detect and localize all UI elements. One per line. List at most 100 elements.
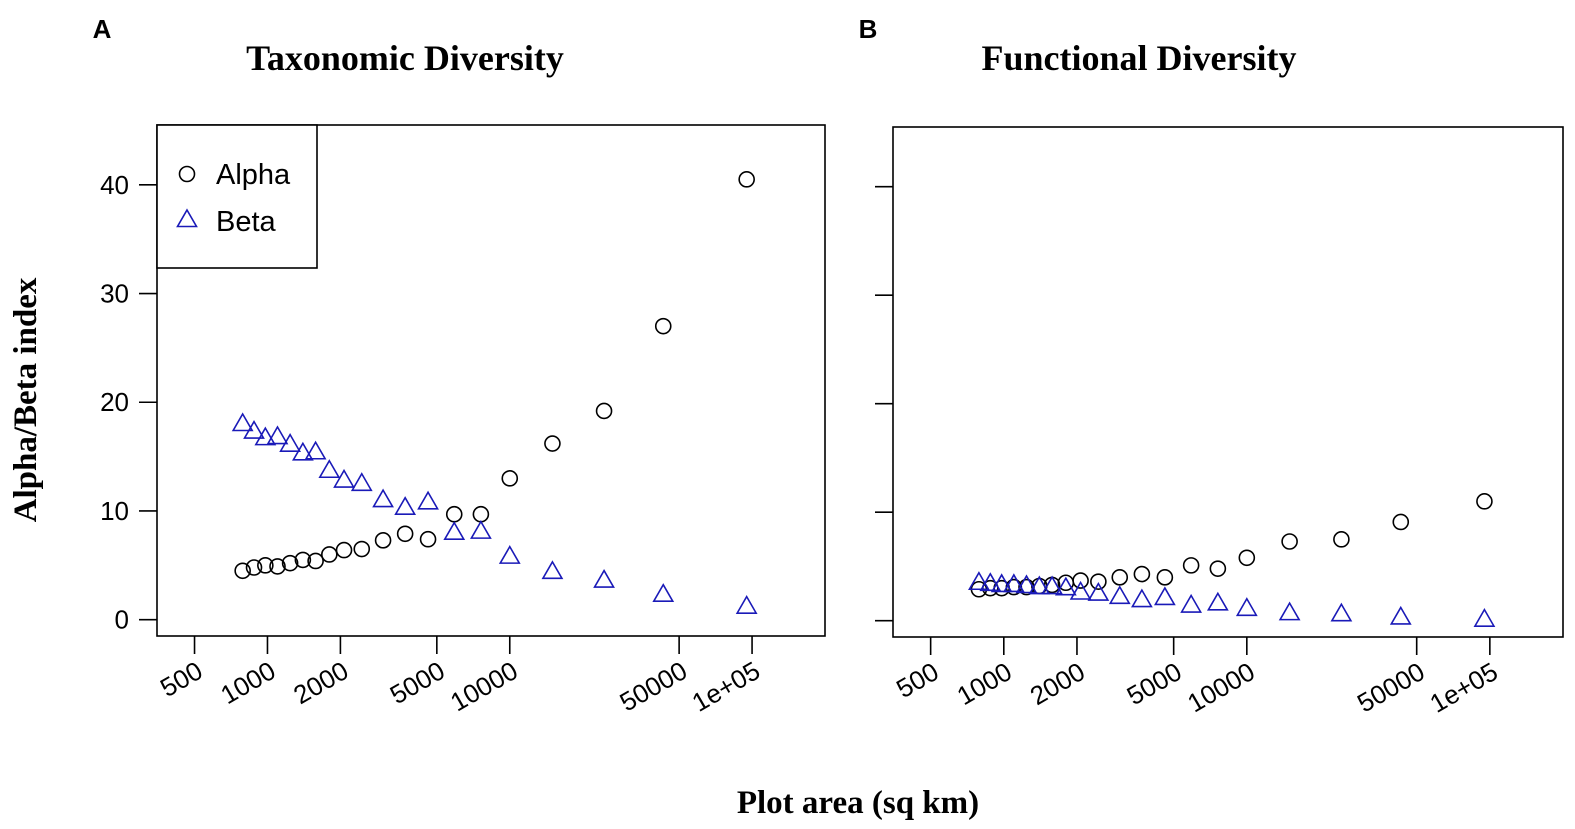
beta-point <box>291 441 314 461</box>
panel-a-plot-frame <box>156 124 826 637</box>
beta-point <box>318 459 341 479</box>
x-tick-label: 10000 <box>1182 656 1260 718</box>
y-tick-label: 20 <box>100 387 129 417</box>
alpha-point <box>501 470 519 487</box>
alpha-point <box>294 551 312 569</box>
x-tick-label: 2000 <box>288 655 353 710</box>
panel-a-legend: Alpha Beta <box>156 124 318 269</box>
beta-point <box>350 472 373 492</box>
beta-point <box>231 412 254 432</box>
panel-a-data-points <box>231 171 758 614</box>
beta-point <box>279 433 301 452</box>
x-tick-label: 2000 <box>1025 656 1090 711</box>
x-axis-title: Plot area (sq km) <box>737 785 979 821</box>
panel-a-letter: A <box>93 14 112 44</box>
beta-point <box>593 568 615 588</box>
beta-point <box>1108 585 1131 605</box>
beta-point <box>470 520 492 539</box>
x-tick-label: 500 <box>155 655 208 703</box>
alpha-point <box>1238 549 1256 567</box>
alpha-point <box>1133 565 1151 583</box>
legend-box <box>156 124 318 269</box>
panel-a-y-axis: 0 10 20 30 40 <box>100 170 157 635</box>
alpha-point <box>738 171 755 188</box>
beta-point <box>990 573 1013 593</box>
alpha-point <box>1072 572 1089 589</box>
beta-point <box>652 583 675 602</box>
beta-point <box>1278 601 1301 621</box>
alpha-point <box>1090 573 1107 590</box>
beta-point <box>1002 573 1025 593</box>
panel-b-y-axis <box>875 185 893 622</box>
panel-b: B Functional Diversity 500 1000 2000 500010… <box>859 14 1564 719</box>
y-axis-title: Alpha/Beta index <box>8 277 44 522</box>
alpha-point <box>1182 557 1200 574</box>
beta-point <box>968 571 990 591</box>
beta-point <box>1069 580 1092 600</box>
alpha-point <box>281 554 299 572</box>
beta-point <box>1180 593 1203 613</box>
legend-alpha-label: Alpha <box>216 159 291 191</box>
alpha-point <box>544 435 561 452</box>
alpha-point <box>1111 569 1129 586</box>
alpha-point <box>472 505 490 523</box>
alpha-point <box>257 557 274 574</box>
beta-point <box>1389 605 1412 625</box>
alpha-point <box>654 317 672 335</box>
alpha-point <box>1333 531 1350 548</box>
panel-b-data-points <box>968 493 1496 627</box>
x-tick-label: 1e+05 <box>687 655 765 717</box>
alpha-point <box>396 525 414 543</box>
y-tick-label: 30 <box>100 279 129 309</box>
y-tick-label: 10 <box>100 496 129 526</box>
x-tick-label: 1000 <box>952 656 1017 711</box>
x-tick-label: 1000 <box>215 655 280 710</box>
panel-a: A Taxonomic Diversity 0 10 20 30 40 500 1000 2… <box>93 14 826 718</box>
alpha-point <box>234 562 251 580</box>
x-tick-label: 500 <box>891 656 944 704</box>
beta-point <box>243 419 265 439</box>
panel-b-plot-frame <box>892 126 1564 638</box>
beta-point <box>443 521 466 541</box>
beta-point <box>333 468 355 488</box>
alpha-point <box>269 558 286 575</box>
beta-point <box>1028 575 1051 595</box>
alpha-point <box>445 505 463 523</box>
alpha-point <box>335 541 353 559</box>
y-tick-label: 0 <box>115 605 129 635</box>
alpha-point <box>1476 493 1493 510</box>
beta-point <box>1087 581 1110 601</box>
alpha-point <box>1156 569 1174 586</box>
x-tick-label: 5000 <box>385 655 450 710</box>
beta-point <box>498 545 521 564</box>
legend-alpha-circle-icon <box>178 165 196 183</box>
beta-point <box>1153 586 1176 606</box>
beta-point <box>304 440 327 460</box>
beta-point <box>254 426 277 446</box>
beta-point <box>1473 608 1496 627</box>
panel-b-title: Functional Diversity <box>982 38 1297 78</box>
beta-point <box>1131 588 1153 608</box>
x-tick-label: 50000 <box>614 655 692 717</box>
alpha-point <box>245 559 263 576</box>
x-tick-label: 50000 <box>1352 656 1430 718</box>
beta-point <box>1041 575 1063 595</box>
x-tick-label: 10000 <box>445 655 523 717</box>
beta-point <box>394 496 417 516</box>
beta-point <box>266 425 289 445</box>
alpha-point <box>1209 560 1227 577</box>
beta-point <box>1015 574 1038 594</box>
beta-point <box>417 490 439 510</box>
beta-point <box>735 595 758 614</box>
beta-point <box>1235 597 1258 617</box>
beta-point <box>1206 591 1229 611</box>
beta-point <box>541 560 564 580</box>
alpha-point <box>321 546 338 563</box>
x-tick-label: 5000 <box>1122 656 1187 711</box>
x-tick-label: 1e+05 <box>1425 656 1503 718</box>
panel-a-title: Taxonomic Diversity <box>246 38 564 78</box>
alpha-point <box>419 530 437 548</box>
